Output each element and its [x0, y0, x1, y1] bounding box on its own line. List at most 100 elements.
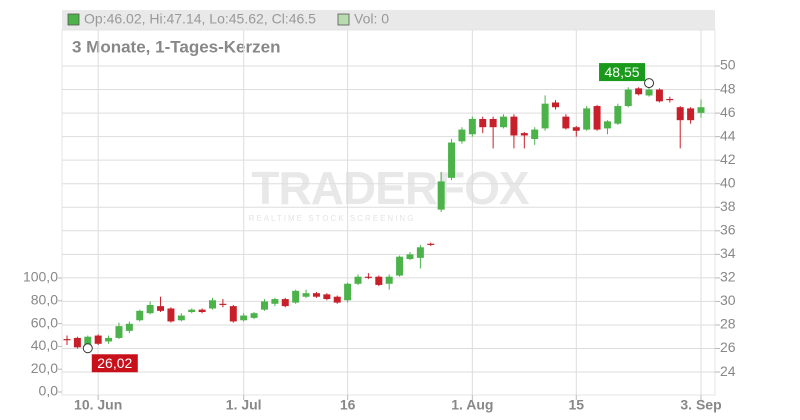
candle-body [136, 310, 144, 321]
candle-body [354, 276, 362, 284]
annotation-label: 26,02 [97, 355, 132, 371]
candle-body [531, 129, 539, 139]
candle-body [344, 283, 352, 301]
x-tick-label: 3. Sep [680, 397, 721, 413]
candle-body [416, 247, 424, 258]
y-tick-label: 46 [720, 104, 736, 120]
candle-body [406, 254, 414, 260]
candle-body [219, 303, 227, 305]
watermark-sub: REALTIME STOCK SCREENING [249, 214, 416, 223]
annotation-box [599, 63, 646, 82]
candle-body [385, 276, 393, 284]
annotation-marker [644, 78, 655, 89]
candle-body [281, 299, 289, 307]
y-tick-label: 34 [720, 245, 736, 261]
x-tick-label: 1. Jul [226, 397, 262, 413]
legend-bar [62, 10, 715, 30]
candle-body [94, 335, 102, 344]
legend-text: Op:46.02, Hi:47.14, Lo:45.62, Cl:46.5 [84, 11, 316, 27]
y-tick-label: 28 [720, 316, 736, 332]
candle-body [489, 118, 497, 128]
candle-body [468, 118, 476, 135]
candle-body [323, 294, 331, 300]
candle-body [271, 299, 279, 304]
candle-body [562, 116, 570, 129]
candle-body [655, 89, 663, 102]
candle-body [614, 106, 622, 124]
candle-body [250, 313, 258, 318]
y-tick-label: 38 [720, 198, 736, 214]
y2-tick-label: 0,0 [39, 383, 59, 399]
y-tick-label: 48 [720, 80, 736, 96]
candle-body [157, 306, 165, 311]
candle-body [645, 89, 653, 96]
candle-body [209, 300, 217, 309]
y-tick-label: 44 [720, 127, 736, 143]
candle-body [73, 337, 81, 348]
candle-body [84, 336, 92, 348]
candle-body [229, 306, 237, 322]
subtitle: 3 Monate, 1-Tages-Kerzen [72, 37, 280, 56]
x-tick-label: 10. Jun [74, 397, 122, 413]
candle-body [146, 304, 154, 314]
candle-body [448, 142, 456, 178]
x-tick-label: 16 [340, 397, 356, 413]
legend-swatch [337, 13, 350, 26]
candle-body [583, 108, 591, 130]
y2-tick-label: 60,0 [31, 314, 58, 330]
y-tick-label: 30 [720, 292, 736, 308]
x-tick-label: 15 [568, 397, 584, 413]
legend-swatch [67, 13, 80, 26]
candle-body [458, 129, 466, 142]
candle-body [260, 301, 268, 310]
candle-body [292, 290, 300, 303]
candle-body [167, 308, 175, 322]
candle-body [427, 243, 435, 245]
watermark: TRADERFOX [251, 162, 530, 214]
annotation-marker [82, 343, 93, 354]
annotation-box [91, 354, 138, 373]
candle-body [63, 339, 71, 341]
candle-body [105, 337, 113, 342]
y-tick-label: 26 [720, 339, 736, 355]
candle-body [364, 276, 372, 278]
candle-body [520, 133, 528, 136]
y2-tick-label: 20,0 [31, 360, 58, 376]
y-tick-label: 42 [720, 151, 736, 167]
candle-body [240, 315, 248, 321]
candle-body [375, 276, 383, 285]
candle-body [666, 98, 674, 101]
candle-body [603, 121, 611, 129]
candle-body [333, 296, 341, 303]
candle-body [593, 106, 601, 130]
candle-body [500, 116, 508, 128]
candle-body [572, 127, 580, 131]
candle-body [125, 323, 133, 331]
y2-tick-label: 100,0 [23, 269, 58, 285]
candle-body [437, 181, 445, 210]
plot-area [61, 29, 716, 396]
candle-body [177, 315, 185, 321]
candle-body [479, 118, 487, 128]
candle-body [396, 256, 404, 276]
legend-text: Vol: 0 [354, 11, 389, 27]
candle-body [635, 88, 643, 95]
candle-body [312, 293, 320, 297]
candle-body [676, 107, 684, 121]
candle-body [188, 309, 196, 313]
candle-body [302, 293, 310, 297]
candle-body [551, 102, 559, 108]
y2-tick-label: 80,0 [31, 292, 58, 308]
y-tick-label: 50 [720, 57, 736, 73]
candle-body [115, 326, 123, 338]
candle-body [697, 107, 705, 113]
annotation-label: 48,55 [605, 64, 640, 80]
candle-body [541, 103, 549, 129]
candle-body [624, 89, 632, 107]
candle-body [687, 108, 695, 121]
y-tick-label: 40 [720, 174, 736, 190]
y-tick-label: 36 [720, 222, 736, 238]
x-tick-label: 1. Aug [451, 397, 493, 413]
candle-body [198, 309, 206, 313]
